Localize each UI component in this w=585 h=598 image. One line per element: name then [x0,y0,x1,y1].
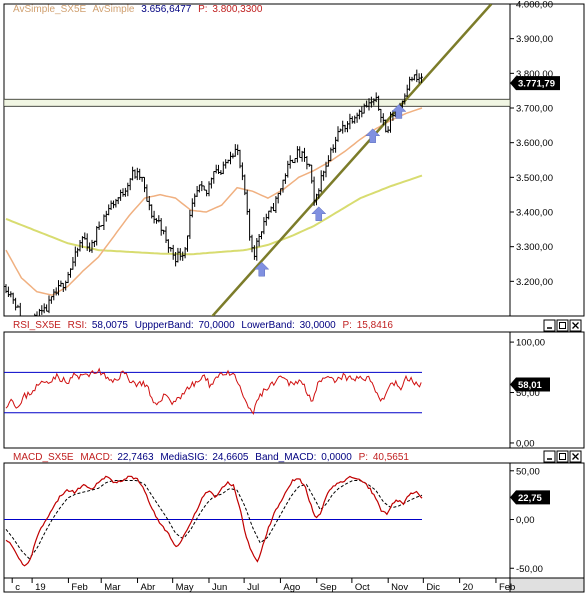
price-last-value-label: 3.771,79 [518,79,555,90]
signal-arrow-icon [391,104,407,119]
price-ytick-label: 3.600,00 [516,138,553,149]
rsi-header-upper-label: UppperBand: [135,320,194,331]
macd-header-macd-label: MACD: [80,452,112,463]
time-axis-label: 20 [463,582,474,593]
price-ytick-label: 3.500,00 [516,173,553,184]
rsi-header-p-value: 15,8416 [357,320,394,331]
price-header-p-label: P: [198,4,207,15]
price-header-name: AvSimple_SX5E [13,4,87,15]
rsi-header-upper-value: 70,0000 [198,320,235,331]
signal-arrow-icon [365,128,381,143]
macd-ytick-label: -50,00 [516,564,543,575]
macd-maximize-button[interactable] [556,450,569,463]
rsi-header-name: RSI_SX5E [13,320,61,331]
macd-header-signal-value: 24,6605 [212,452,249,463]
time-axis-label: Dic [426,582,440,593]
rsi-header-p-label: P: [343,320,352,331]
macd-ytick-label: 50,00 [516,466,540,477]
uptrend-line [210,4,493,316]
price-ytick-label: 3.900,00 [516,34,553,45]
rsi-panel[interactable] [3,331,511,449]
macd-last-value-tag [510,490,550,505]
price-last-value-tag [510,76,560,91]
time-axis-label: Sep [320,582,337,593]
macd-axis-area [509,462,585,579]
price-header: AvSimple_SX5E AvSimple 3.656,6477 P: 3.8… [13,4,263,15]
long-average-line [5,174,423,256]
macd-header-signal-label: MediaSIG: [160,452,207,463]
rsi-minimize-button[interactable] [543,319,556,332]
macd-header-band-label: Band_MACD: [255,452,316,463]
time-axis-label: Ago [283,582,300,593]
macd-header-band-value: 0,0000 [321,452,352,463]
rsi-close-button[interactable] [569,319,582,332]
resistance-band-fill [4,99,510,107]
macd-header-p-value: 40,5651 [373,452,410,463]
rsi-header-lower-value: 30,0000 [300,320,337,331]
macd-minimize-button[interactable] [543,450,556,463]
rsi-last-value-label: 58,01 [518,380,542,391]
rsi-header-lower-label: LowerBand: [241,320,294,331]
macd-header: MACD_SX5E MACD: 22,7463 MediaSIG: 24,660… [13,452,409,463]
time-axis-label: Feb [71,582,87,593]
price-ytick-label: 3.400,00 [516,208,553,219]
rsi-ytick-label: 100,00 [516,338,545,349]
rsi-header: RSI_SX5E RSI: 58,0075 UppperBand: 70,000… [13,320,393,331]
price-axis-area [509,3,585,317]
signal-arrow-icon [254,261,270,277]
price-ytick-label: 3.700,00 [516,104,553,115]
time-axis-label: Jun [212,582,227,593]
price-ytick-label: 3.200,00 [516,277,553,288]
time-axis-label: Oct [355,582,370,593]
price-header-value: 3.656,6477 [141,4,191,15]
time-axis-label: Mar [104,582,120,593]
macd-panel[interactable] [3,462,511,579]
price-header-study: AvSimple [92,4,134,15]
price-ytick-label: 3.300,00 [516,242,553,253]
short-average-line [5,107,423,296]
price-ytick-label: 4.000,00 [516,0,553,11]
macd-header-p-label: P: [359,452,368,463]
price-ytick-label: 3.800,00 [516,69,553,80]
time-axis-label: 19 [35,582,46,593]
price-header-p-value: 3.800,3300 [212,4,262,15]
time-axis-label: May [176,582,194,593]
rsi-header-rsi-label: RSI: [68,320,87,331]
macd-line [5,475,423,567]
macd-last-value-label: 22,75 [518,493,542,504]
rsi-ytick-label: 0,00 [516,438,535,449]
macd-header-macd-value: 22,7463 [117,452,154,463]
macd-header-name: MACD_SX5E [13,452,74,463]
time-axis-label: c [15,582,20,593]
time-axis-label: Abr [141,582,156,593]
time-axis-label: Feb [499,582,515,593]
macd-close-button[interactable] [569,450,582,463]
rsi-header-rsi-value: 58,0075 [92,320,129,331]
time-axis-label: Jul [247,582,259,593]
signal-arrow-icon [311,206,327,221]
rsi-ytick-label: 50,00 [516,388,540,399]
rsi-last-value-tag [510,377,550,392]
rsi-line [5,367,422,416]
time-axis-label: Nov [391,582,408,593]
rsi-maximize-button[interactable] [556,319,569,332]
macd-ytick-label: 0,00 [516,515,535,526]
horizontal-scrollbar[interactable] [509,577,585,593]
price-panel[interactable] [3,3,511,317]
